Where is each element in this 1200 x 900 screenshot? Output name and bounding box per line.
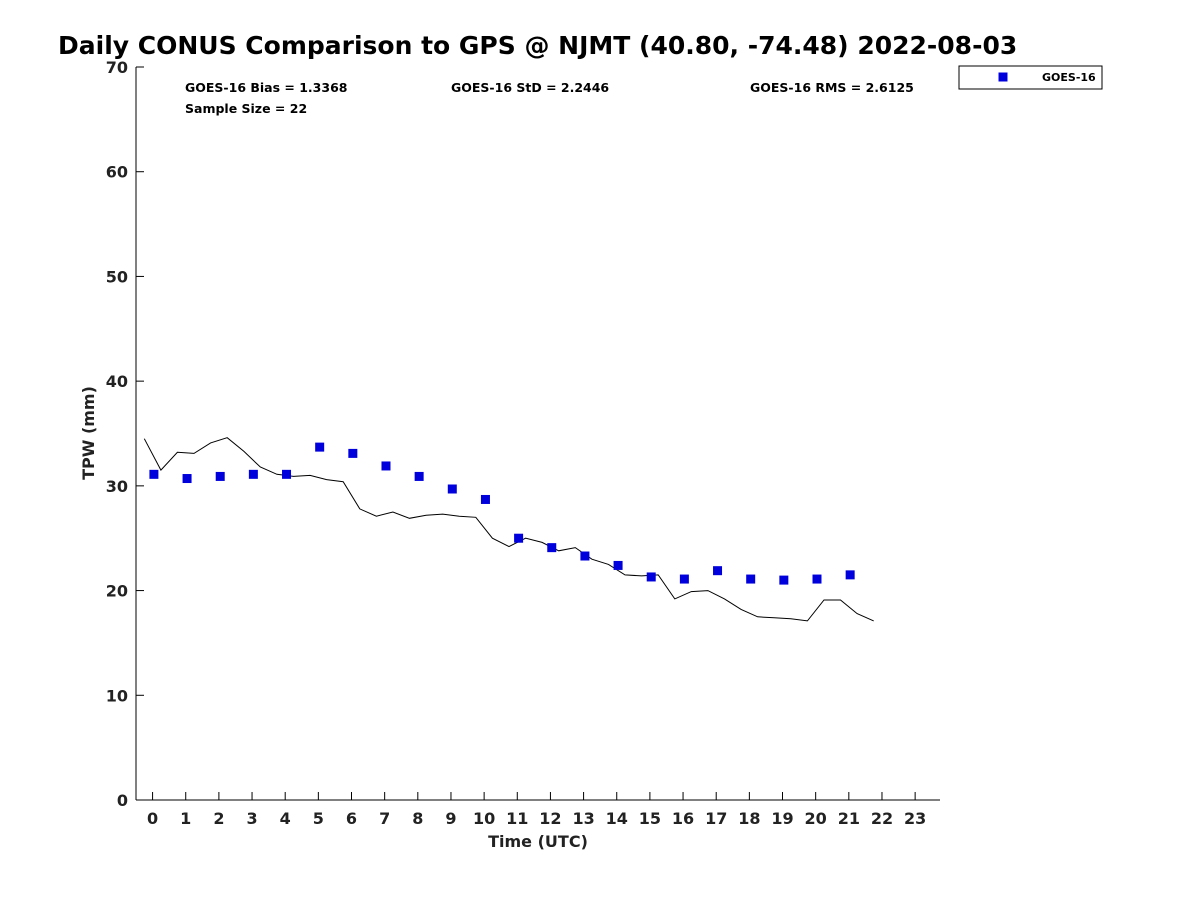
goes16-point-12 — [547, 543, 557, 553]
goes16-point-4 — [282, 469, 292, 479]
x-tick-label-1: 1 — [180, 809, 191, 828]
x-tick-label-20: 20 — [805, 809, 827, 828]
y-tick-label-0: 0 — [117, 791, 128, 810]
x-tick-label-16: 16 — [672, 809, 694, 828]
axes — [135, 67, 940, 801]
x-axis-label: Time (UTC) — [488, 832, 588, 851]
x-tick-label-10: 10 — [473, 809, 495, 828]
x-tick-label-0: 0 — [147, 809, 158, 828]
goes16-point-10 — [480, 494, 490, 504]
goes16-point-1 — [182, 474, 192, 484]
x-tick-label-9: 9 — [445, 809, 456, 828]
x-tick-label-2: 2 — [213, 809, 224, 828]
x-tick-label-12: 12 — [539, 809, 561, 828]
goes16-point-5 — [315, 442, 325, 452]
legend-label-goes16: GOES-16 — [1042, 71, 1096, 84]
legend-box — [958, 65, 1103, 90]
goes16-point-9 — [447, 484, 457, 494]
legend: GOES-16 — [958, 65, 1103, 90]
x-tick-label-4: 4 — [280, 809, 291, 828]
goes16-point-19 — [779, 575, 789, 585]
x-tick-label-19: 19 — [771, 809, 793, 828]
gps-tpw-line — [143, 437, 874, 622]
x-tick-label-21: 21 — [838, 809, 860, 828]
goes16-point-11 — [514, 533, 524, 543]
x-tick-label-13: 13 — [572, 809, 594, 828]
x-tick-label-22: 22 — [871, 809, 893, 828]
std-stat: GOES-16 StD = 2.2446 — [451, 80, 609, 95]
goes16-point-series — [149, 442, 855, 585]
y-axis-ticks: 0 10 20 30 40 50 60 70 — [106, 58, 144, 810]
goes16-point-18 — [746, 574, 756, 584]
sample-size-stat: Sample Size = 22 — [185, 101, 307, 116]
x-tick-label-7: 7 — [379, 809, 390, 828]
x-axis-ticks: 0 1 2 3 4 5 6 7 8 9 10 11 12 13 14 15 16 17 18 19 20 21 22 23 — [147, 792, 926, 828]
y-tick-label-50: 50 — [106, 267, 128, 286]
bias-stat: GOES-16 Bias = 1.3368 — [185, 80, 347, 95]
chart-title: Daily CONUS Comparison to GPS @ NJMT (40… — [58, 31, 1017, 60]
x-tick-label-6: 6 — [346, 809, 357, 828]
x-tick-label-15: 15 — [639, 809, 661, 828]
goes16-point-21 — [845, 570, 855, 580]
x-tick-label-11: 11 — [506, 809, 528, 828]
y-tick-label-60: 60 — [106, 163, 128, 182]
x-tick-label-18: 18 — [738, 809, 760, 828]
y-tick-label-20: 20 — [106, 582, 128, 601]
x-tick-label-23: 23 — [904, 809, 926, 828]
goes16-point-2 — [215, 471, 225, 481]
y-tick-label-40: 40 — [106, 372, 128, 391]
legend-marker-goes16 — [998, 72, 1008, 82]
goes16-point-6 — [348, 448, 358, 458]
goes16-point-14 — [613, 560, 623, 570]
x-tick-label-5: 5 — [313, 809, 324, 828]
goes16-point-15 — [646, 572, 656, 582]
x-tick-label-17: 17 — [705, 809, 727, 828]
y-tick-label-30: 30 — [106, 477, 128, 496]
goes16-point-3 — [248, 469, 258, 479]
goes16-point-0 — [149, 469, 159, 479]
x-tick-label-3: 3 — [246, 809, 257, 828]
gps-line-series — [143, 437, 874, 622]
goes16-point-13 — [580, 551, 590, 561]
goes16-point-16 — [679, 574, 689, 584]
x-tick-label-14: 14 — [606, 809, 628, 828]
x-tick-label-8: 8 — [412, 809, 423, 828]
goes16-point-17 — [713, 566, 723, 576]
rms-stat: GOES-16 RMS = 2.6125 — [750, 80, 914, 95]
y-tick-label-70: 70 — [106, 58, 128, 77]
y-tick-label-10: 10 — [106, 686, 128, 705]
goes16-point-7 — [381, 461, 391, 471]
y-axis-label: TPW (mm) — [79, 386, 98, 480]
goes16-point-8 — [414, 471, 424, 481]
goes16-point-20 — [812, 574, 822, 584]
